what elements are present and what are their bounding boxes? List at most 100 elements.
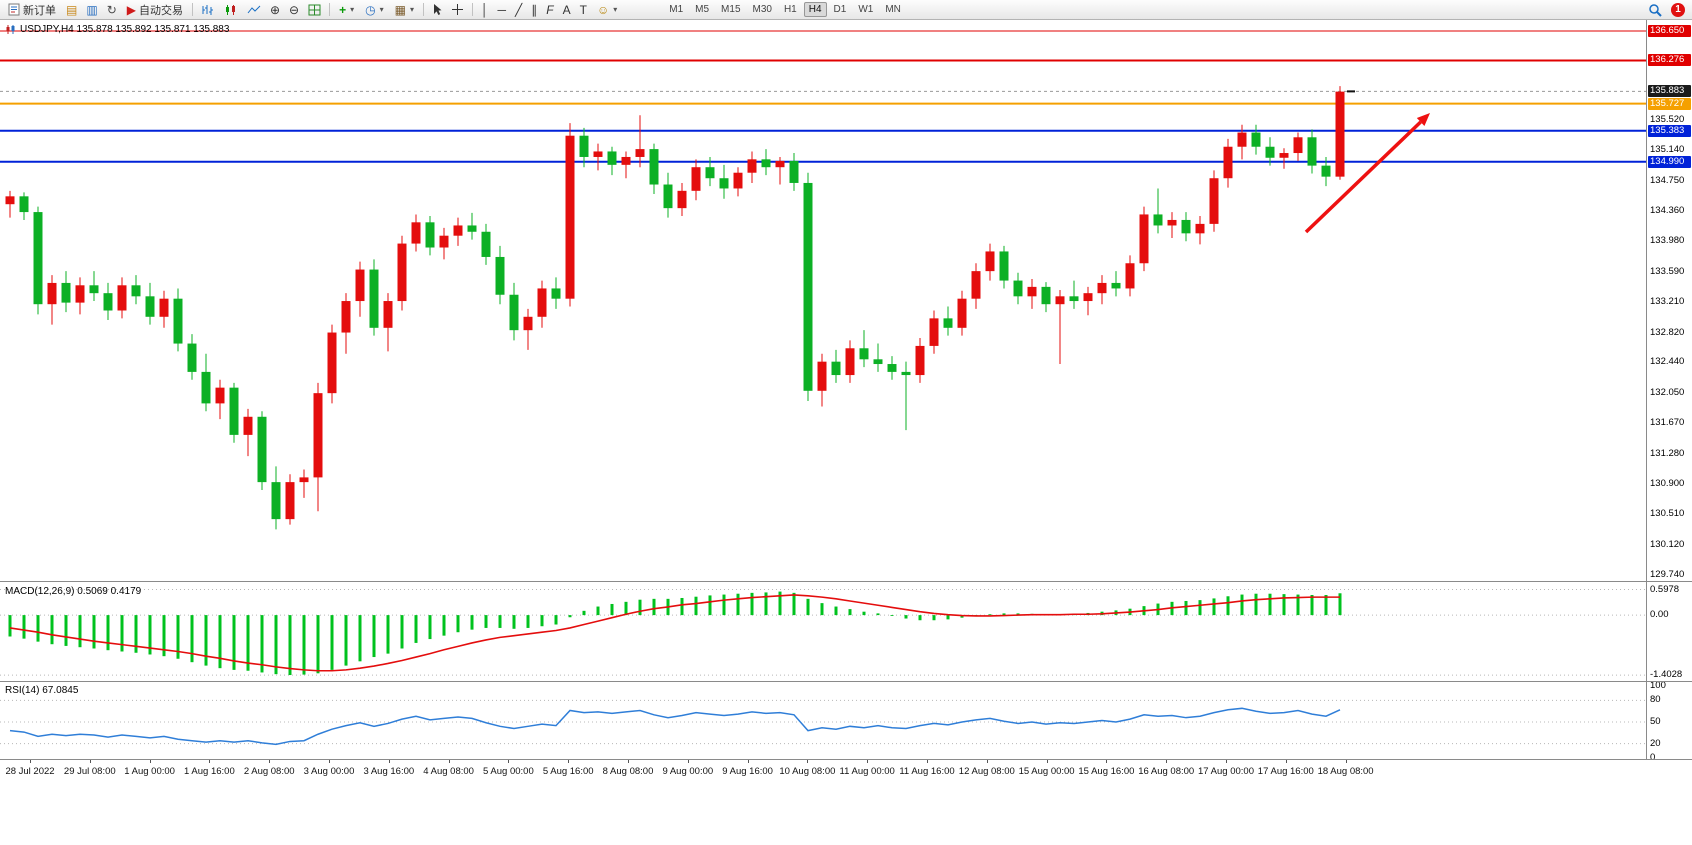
macd-scale-tick: -1.4028 [1650, 669, 1683, 681]
horizontal-line-icon: ─ [497, 2, 507, 17]
macd-indicator-label: MACD(12,26,9) 0.5069 0.4179 [5, 586, 142, 597]
price-tick-label: 131.670 [1650, 417, 1685, 429]
auto-trading-button[interactable]: ▶ 自动交易 [122, 1, 188, 19]
time-tick-label: 18 Aug 08:00 [1317, 766, 1374, 777]
rsi-scale-tick: 20 [1650, 737, 1661, 749]
timeframe-mn-button[interactable]: MN [885, 4, 901, 15]
candlestick-icon [225, 4, 235, 15]
horizontal-line-tool-button[interactable]: ─ [494, 1, 511, 19]
price-tick-label: 129.740 [1650, 569, 1685, 581]
price-scale[interactable]: 135.520 135.140 134.750 134.360 133.980 133.5… [1646, 20, 1692, 763]
vertical-line-tool-button[interactable]: │ [477, 1, 493, 19]
auto-trading-label: 自动交易 [138, 4, 183, 17]
search-icon [1649, 3, 1662, 17]
charts-button[interactable]: ▤ [62, 1, 81, 19]
trendline-icon: ╱ [515, 2, 523, 17]
time-tick-label: 12 Aug 08:00 [958, 766, 1015, 777]
time-tick-label: 2 Aug 08:00 [243, 766, 295, 777]
candlestick-button[interactable] [220, 1, 242, 19]
chevron-down-icon: ▾ [613, 5, 618, 14]
timeframe-m1-button[interactable]: M1 [669, 4, 684, 15]
rsi-panel-canvas[interactable] [0, 682, 1646, 759]
time-tick-mark [807, 760, 809, 763]
price-tick-label: 133.980 [1650, 235, 1685, 247]
templates-button[interactable]: ▦ ▾ [390, 1, 419, 19]
line-chart-button[interactable] [243, 1, 265, 19]
timeframe-m30-button[interactable]: M30 [752, 4, 772, 15]
blue-level-2-badge: 134.990 [1648, 155, 1691, 168]
text-icon: A [562, 2, 571, 17]
time-tick-mark [149, 760, 151, 763]
new-order-icon [8, 3, 20, 16]
panel-separator[interactable] [0, 581, 1692, 582]
trend-arrow[interactable] [1304, 120, 1422, 234]
profile-button[interactable]: ▥ [82, 1, 101, 19]
notification-badge[interactable]: 1 [1671, 2, 1685, 17]
time-tick-mark [747, 760, 749, 763]
chevron-down-icon: ▾ [409, 5, 414, 14]
timeframe-h1-button[interactable]: H1 [783, 4, 797, 15]
timeframe-m5-button[interactable]: M5 [695, 4, 710, 15]
toolbar-separator [472, 3, 473, 16]
new-order-label: 新订单 [23, 4, 56, 17]
toolbar: 新订单 ▤ ▥ ↻ ▶ 自动交易 ⊕ ⊖ + ▾ ◷ ▾ ▦ ▾ │ ─ ╱ ∥ F … [0, 0, 1692, 20]
time-tick-label: 11 Aug 16:00 [899, 766, 955, 777]
price-tick-label: 132.820 [1650, 326, 1685, 338]
resistance-1-badge: 136.650 [1648, 25, 1691, 37]
rsi-scale-tick: 0 [1650, 752, 1656, 763]
time-tick-label: 17 Aug 00:00 [1198, 766, 1254, 777]
trendline-tool-button[interactable]: ╱ [511, 1, 526, 19]
time-tick-mark [986, 760, 988, 763]
candles [5, 86, 1345, 530]
timeframe-w1-button[interactable]: W1 [858, 4, 874, 15]
channel-icon: ∥ [531, 2, 538, 17]
time-scale[interactable]: 28 Jul 2022 29 Jul 08:00 1 Aug 00:00 1 Aug … [0, 759, 1692, 783]
zoom-in-button[interactable]: ⊕ [266, 1, 284, 19]
cursor-button[interactable] [428, 1, 446, 19]
bar-chart-button[interactable] [197, 1, 219, 19]
macd-panel-canvas[interactable] [0, 582, 1646, 681]
tile-windows-button[interactable] [304, 1, 325, 19]
panel-separator[interactable] [0, 681, 1692, 682]
rsi-line [9, 707, 1341, 746]
time-tick-mark [448, 760, 450, 763]
label-tool-button[interactable]: T [576, 1, 591, 19]
line-chart-icon [247, 5, 261, 13]
timeframe-d1-button[interactable]: D1 [833, 4, 847, 15]
fibonacci-icon: F [546, 2, 554, 17]
fibonacci-tool-button[interactable]: F [542, 1, 557, 19]
template-icon: ▦ [394, 2, 406, 17]
time-tick-label: 16 Aug 08:00 [1138, 766, 1195, 777]
zoom-out-icon: ⊖ [289, 2, 300, 17]
current-price-badge: 135.883 [1648, 85, 1691, 98]
search-button[interactable] [1644, 1, 1666, 19]
timeframe-h4-button[interactable]: H4 [803, 2, 827, 17]
time-tick-mark [1046, 760, 1048, 763]
price-tick-label: 135.520 [1650, 113, 1685, 125]
time-tick-mark [1345, 760, 1347, 763]
zoom-out-button[interactable]: ⊖ [285, 1, 303, 19]
refresh-icon: ↻ [106, 2, 117, 17]
new-order-button[interactable]: 新订单 [3, 1, 61, 19]
toolbar-separator [191, 3, 193, 16]
price-tick-label: 135.140 [1650, 143, 1685, 155]
time-tick-label: 3 Aug 16:00 [363, 766, 415, 777]
time-tick-mark [867, 760, 869, 763]
timeframe-m15-button[interactable]: M15 [721, 4, 741, 15]
label-icon: T [579, 2, 587, 17]
shapes-tool-button[interactable]: ☺ ▾ [592, 1, 622, 19]
chart-window-icon [6, 25, 15, 34]
indicators-button[interactable]: + ▾ [334, 1, 359, 19]
crosshair-button[interactable] [447, 1, 468, 19]
channel-tool-button[interactable]: ∥ [527, 1, 541, 19]
periods-button[interactable]: ◷ ▾ [360, 1, 389, 19]
time-tick-label: 11 Aug 00:00 [839, 766, 895, 777]
bar-chart-icon [202, 4, 213, 15]
refresh-button[interactable]: ↻ [103, 1, 121, 19]
text-tool-button[interactable]: A [559, 1, 575, 19]
crosshair-icon [452, 4, 463, 15]
price-chart-canvas[interactable] [0, 20, 1646, 581]
time-tick-label: 15 Aug 16:00 [1078, 766, 1135, 777]
orange-level-badge: 135.727 [1648, 97, 1691, 110]
charts-icon: ▤ [66, 2, 78, 17]
